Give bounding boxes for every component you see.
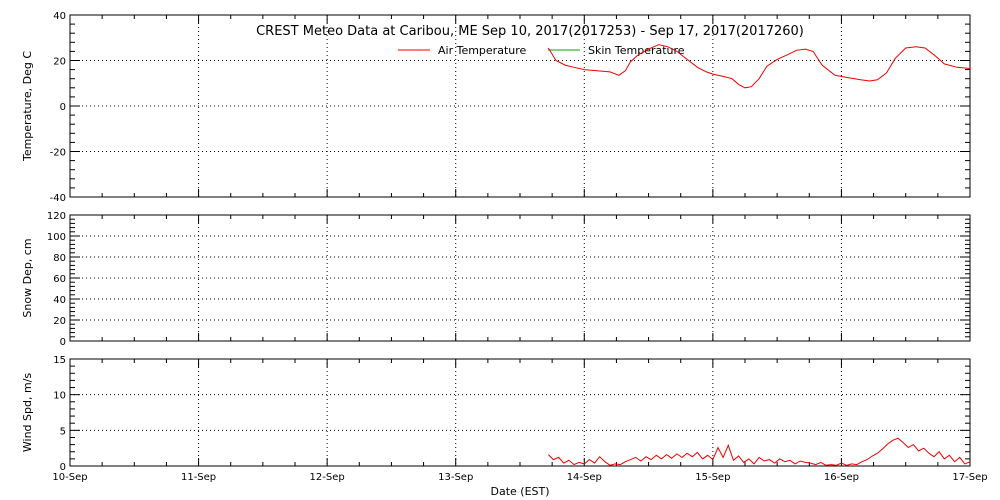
panels: -40 -20 0 20 40 Temperature, Deg C 0 20 40 60 80 10… [21,11,971,473]
x-tick-label: 16-Sep [824,472,859,483]
wind-speed-y-tick-label: 15 [53,355,66,366]
chart-title: CREST Meteo Data at Caribou, ME Sep 10, … [256,24,804,39]
snow-depth-y-tick-label: 120 [47,211,66,222]
temperature-y-axis-title: Temperature, Deg C [21,51,34,162]
snow-depth-y-tick-label: 60 [53,274,66,285]
wind-speed-series-wind-speed-line [547,437,971,466]
wind-speed-y-axis-title: Wind Spd, m/s [21,373,34,453]
x-tick-label: 14-Sep [567,472,602,483]
x-tick-label: 11-Sep [181,472,216,483]
x-tick-label: 12-Sep [310,472,345,483]
snow-depth-y-tick-label: 0 [60,337,66,348]
snow-depth-y-tick-label: 100 [47,232,66,243]
wind-speed-y-tick-label: 10 [53,391,66,402]
snow-depth-grid [70,215,970,341]
snow-depth-y-tick-label: 40 [53,295,66,306]
x-tick-label: 10-Sep [52,472,87,483]
snow-depth-frame [69,214,971,342]
temperature-y-tick-label: 20 [53,57,66,68]
wind-speed-y-tick-label: 0 [60,462,66,473]
x-axis-tick-labels: 10-Sep 11-Sep 12-Sep 13-Sep 14-Sep 15-Sep 16-S… [52,472,987,483]
x-tick-label: 15-Sep [695,472,730,483]
snow-depth-y-axis-title: Snow Dep, cm [21,238,34,317]
temperature-panel: -40 -20 0 20 40 Temperature, Deg C [21,11,971,204]
temperature-y-tick-label: 0 [60,102,66,113]
temperature-frame [69,14,971,198]
x-tick-label: 13-Sep [438,472,473,483]
temperature-y-tick-label: -20 [50,148,66,159]
wind-speed-grid [70,359,970,466]
snow-depth-panel: 0 20 40 60 80 100 120 Snow Dep, cm [21,211,971,348]
temperature-y-tick-label: 40 [53,11,66,22]
wind-speed-y-tick-label: 5 [60,426,66,437]
wind-speed-panel: 0 5 10 15 Wind Spd, m/s [21,355,971,473]
legend-skin-temperature-label: Skin Temperature [588,44,685,57]
temperature-series-air-temperature-line [547,44,971,89]
snow-depth-y-tick-label: 20 [53,316,66,327]
legend: Air Temperature Skin Temperature [398,44,685,57]
temperature-grid [70,15,970,197]
snow-depth-y-tick-label: 80 [53,253,66,264]
x-tick-label: 17-Sep [952,472,987,483]
temperature-y-tick-label: -40 [50,193,66,204]
legend-air-temperature-label: Air Temperature [438,44,527,57]
wind-speed-frame [69,358,971,467]
x-axis-title: Date (EST) [490,485,549,498]
